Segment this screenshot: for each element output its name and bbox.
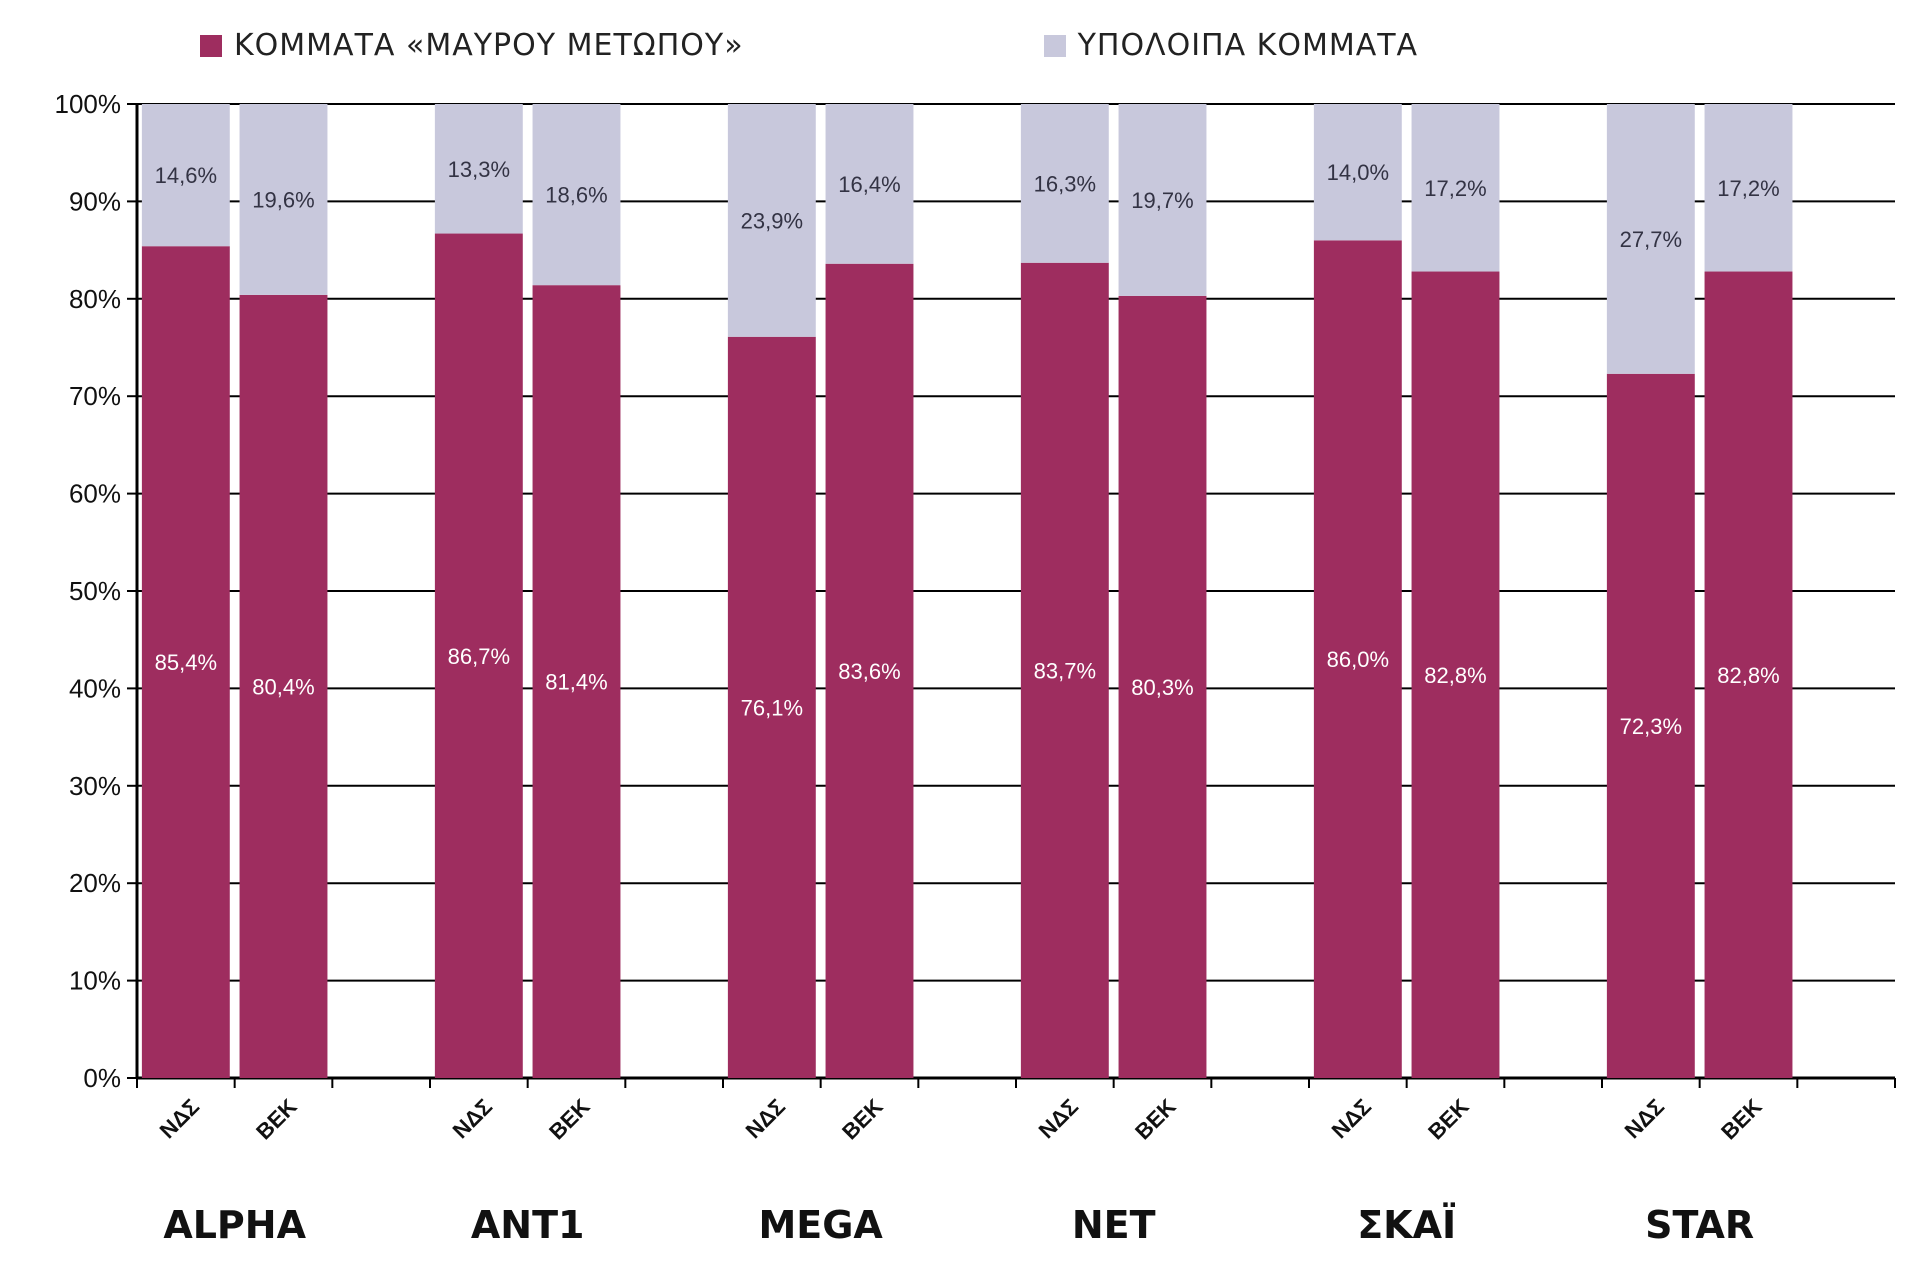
x-bar-label: ΝΔΣ [1620, 1094, 1669, 1143]
x-bar-label: ΝΔΣ [448, 1094, 497, 1143]
legend-label-series-2: ΥΠΟΛΟΙΠΑ ΚΟΜΜΑΤΑ [1077, 28, 1419, 63]
x-bar-label: ΒΕΚ [1130, 1094, 1181, 1145]
bar-segment-series-2 [434, 104, 523, 234]
y-tick-label: 40% [69, 673, 121, 703]
data-label-series-2: 19,6% [252, 187, 314, 212]
x-group-label: MEGA [758, 1203, 883, 1247]
x-group-label: NET [1072, 1203, 1156, 1247]
bar-segment-series-1 [1313, 240, 1402, 1079]
bar-segment-series-2 [1020, 104, 1109, 263]
x-bar-label: ΝΔΣ [155, 1094, 204, 1143]
data-label-series-2: 16,4% [838, 172, 900, 197]
bar-segment-series-1 [1411, 271, 1500, 1078]
y-tick-label: 80% [69, 284, 121, 314]
data-label-series-1: 80,3% [1131, 675, 1193, 700]
bar-segment-series-1 [825, 263, 914, 1079]
y-tick-label: 90% [69, 186, 121, 216]
y-tick-label: 10% [69, 966, 121, 996]
bar-segment-series-2 [532, 104, 621, 286]
data-label-series-2: 14,6% [155, 163, 217, 188]
bar-segment-series-1 [1118, 295, 1207, 1078]
bar-segment-series-1 [727, 336, 816, 1078]
data-label-series-1: 82,8% [1424, 663, 1486, 688]
data-label-series-1: 86,0% [1327, 647, 1389, 672]
y-tick-label: 60% [69, 479, 121, 509]
bar-segment-series-2 [141, 104, 230, 247]
bar-segment-series-2 [1704, 104, 1793, 272]
bar-segment-series-2 [239, 104, 328, 295]
bar-segment-series-1 [141, 246, 230, 1079]
data-label-series-1: 72,3% [1620, 714, 1682, 739]
bar-segment-series-2 [727, 104, 816, 337]
legend-label-series-1: ΚΟΜΜΑΤΑ «ΜΑΥΡΟΥ ΜΕΤΩΠΟΥ» [234, 28, 744, 63]
x-group-label: ANT1 [471, 1203, 585, 1247]
data-label-series-2: 17,2% [1717, 176, 1779, 201]
legend-swatch-series-2 [1043, 34, 1066, 57]
y-tick-label: 0% [83, 1063, 121, 1093]
data-label-series-2: 23,9% [741, 208, 803, 233]
x-bar-label: ΒΕΚ [251, 1094, 302, 1145]
legend-item-series-1: ΚΟΜΜΑΤΑ «ΜΑΥΡΟΥ ΜΕΤΩΠΟΥ» [200, 28, 744, 63]
data-label-series-1: 80,4% [252, 674, 314, 699]
legend-swatch-series-1 [200, 34, 222, 57]
data-label-series-2: 13,3% [448, 157, 510, 182]
x-bar-label: ΒΕΚ [1716, 1094, 1767, 1145]
x-group-label: STAR [1645, 1203, 1754, 1247]
data-label-series-1: 82,8% [1717, 663, 1779, 688]
data-label-series-2: 16,3% [1034, 171, 1096, 196]
bar-segment-series-1 [1704, 271, 1793, 1078]
bar-segment-series-1 [532, 285, 621, 1078]
y-tick-label: 20% [69, 868, 121, 898]
bar-segment-series-2 [1118, 104, 1207, 296]
x-bar-label: ΝΔΣ [741, 1094, 790, 1143]
bar-segment-series-2 [1313, 104, 1402, 241]
bar-segment-series-1 [1606, 373, 1695, 1079]
bar-segment-series-1 [1020, 262, 1109, 1079]
x-bar-label: ΒΕΚ [1423, 1094, 1474, 1145]
x-bar-label: ΒΕΚ [837, 1094, 888, 1145]
x-bar-label: ΝΔΣ [1327, 1094, 1376, 1143]
bar-segment-series-2 [825, 104, 914, 264]
data-label-series-1: 86,7% [448, 644, 510, 669]
data-label-series-1: 83,7% [1034, 658, 1096, 683]
x-group-label: ALPHA [163, 1203, 306, 1247]
x-bar-label: ΒΕΚ [544, 1094, 595, 1145]
x-group-label: ΣΚΑΪ [1357, 1203, 1456, 1247]
x-bar-label: ΝΔΣ [1034, 1094, 1083, 1143]
bar-segment-series-2 [1411, 104, 1500, 272]
y-tick-label: 30% [69, 771, 121, 801]
data-label-series-1: 85,4% [155, 650, 217, 675]
data-label-series-1: 76,1% [741, 695, 803, 720]
data-label-series-2: 19,7% [1131, 188, 1193, 213]
y-tick-label: 70% [69, 381, 121, 411]
data-label-series-1: 83,6% [838, 659, 900, 684]
data-label-series-1: 81,4% [545, 670, 607, 695]
y-tick-label: 100% [55, 89, 122, 119]
bar-segment-series-1 [239, 294, 328, 1078]
data-label-series-2: 27,7% [1620, 227, 1682, 252]
bar-segment-series-1 [434, 233, 523, 1079]
bar-segment-series-2 [1606, 104, 1695, 374]
data-label-series-2: 18,6% [545, 183, 607, 208]
data-label-series-2: 17,2% [1424, 176, 1486, 201]
data-label-series-2: 14,0% [1327, 160, 1389, 185]
legend: ΚΟΜΜΑΤΑ «ΜΑΥΡΟΥ ΜΕΤΩΠΟΥ» ΥΠΟΛΟΙΠΑ ΚΟΜΜΑΤ… [200, 28, 1418, 63]
legend-item-series-2: ΥΠΟΛΟΙΠΑ ΚΟΜΜΑΤΑ [1043, 28, 1419, 63]
y-tick-label: 50% [69, 576, 121, 606]
